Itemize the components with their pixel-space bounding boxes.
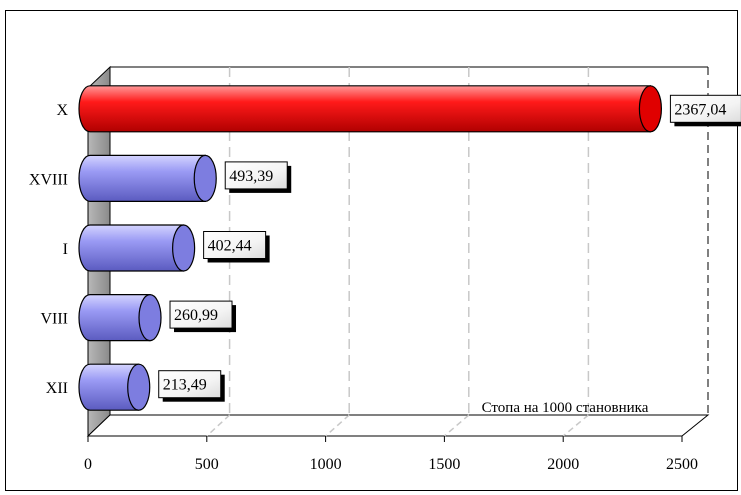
gridline-floor	[325, 414, 350, 437]
annotation-text: Стопа на 1000 становника	[482, 400, 649, 416]
data-label: 2367,04	[669, 94, 741, 127]
x-tick-label: 500	[195, 456, 219, 473]
gridline-floor	[443, 414, 470, 437]
data-label-text: 402,44	[208, 238, 252, 255]
category-label: X	[56, 102, 68, 119]
bar	[78, 224, 196, 272]
data-label: 402,44	[203, 231, 270, 263]
bar-cap	[172, 224, 196, 272]
x-tick-label: 1000	[310, 456, 342, 473]
x-tick-label: 1500	[428, 456, 460, 473]
data-label: 213,49	[158, 370, 225, 402]
category-label: XII	[46, 380, 68, 397]
bar-body	[78, 85, 652, 133]
x-axis: 0 500 1000 1500 2000 2500	[84, 436, 698, 473]
data-label-text: 260,99	[174, 307, 218, 324]
data-label-box	[158, 370, 222, 399]
bar-cap	[193, 154, 217, 202]
bar-body	[78, 363, 140, 411]
data-labels: 2367,04 493,39 402,44 260,99 213,49	[158, 94, 741, 402]
data-label-text: 213,49	[163, 377, 207, 394]
bar-cap	[138, 294, 162, 342]
bars	[78, 85, 663, 411]
bar-body	[78, 294, 151, 342]
x-tick-label: 2000	[547, 456, 579, 473]
x-tick-label: 0	[84, 456, 92, 473]
y-axis: X XVIII I VIII XII	[29, 102, 88, 402]
bar	[78, 363, 151, 411]
data-label-box	[203, 231, 267, 259]
category-label: I	[63, 241, 68, 258]
gridline-floor	[206, 414, 231, 437]
floor	[86, 414, 710, 437]
data-label-box	[224, 161, 288, 190]
data-label-text: 493,39	[229, 168, 273, 185]
category-label: VIII	[40, 311, 68, 328]
bar-body	[78, 154, 206, 202]
x-tick-label: 2500	[666, 456, 698, 473]
bar	[78, 85, 663, 133]
bar	[78, 154, 217, 202]
bar-body	[78, 224, 185, 272]
category-label: XVIII	[29, 171, 68, 188]
data-label-box	[169, 300, 233, 329]
data-label: 493,39	[224, 161, 292, 193]
bar	[78, 294, 162, 342]
gridline-floor	[562, 414, 589, 437]
bar-cap	[127, 363, 151, 411]
bar-cap	[638, 85, 663, 133]
data-label-box	[669, 94, 741, 123]
data-label-text: 2367,04	[674, 101, 726, 118]
data-label: 260,99	[169, 300, 237, 333]
